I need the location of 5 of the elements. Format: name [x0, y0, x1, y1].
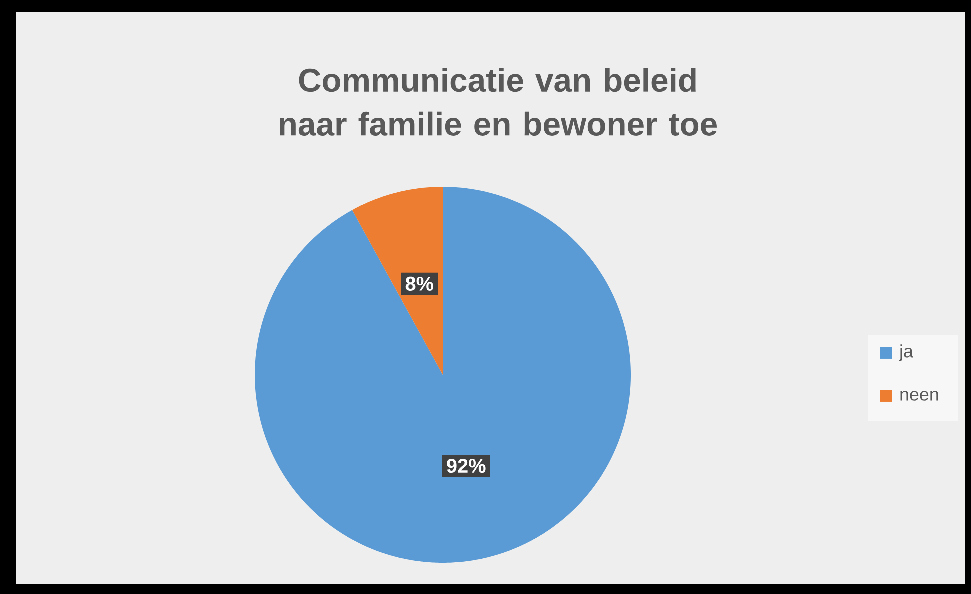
chart-title: Communicatie van beleid naar familie en bewoner toe: [280, 68, 718, 136]
legend-label: ja: [899, 344, 914, 362]
data-label: 92%: [447, 458, 486, 474]
data-label: 8%: [406, 276, 434, 291]
legend-label: neen: [900, 391, 938, 401]
